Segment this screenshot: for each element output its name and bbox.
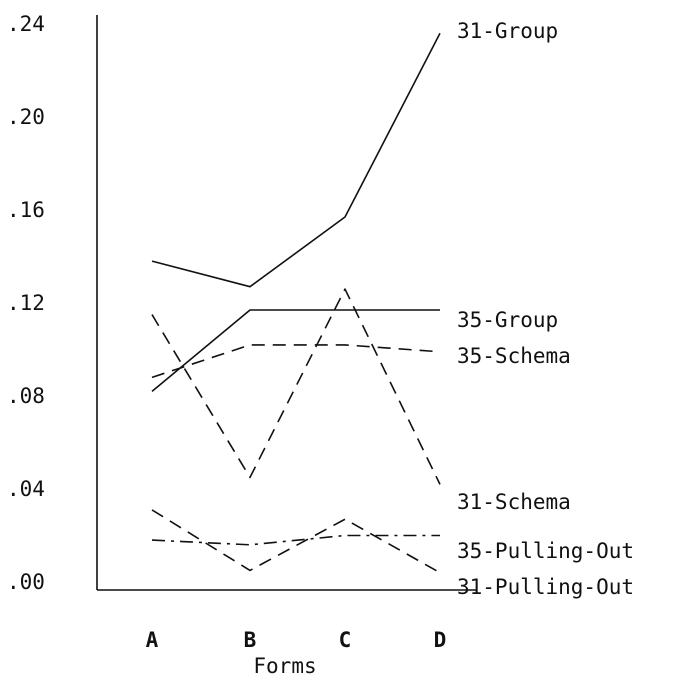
y-tick-label: .12 xyxy=(7,291,45,315)
series-line-35-pulling-out xyxy=(151,534,440,546)
series-lines xyxy=(151,32,441,574)
y-tick-label: .04 xyxy=(7,477,45,501)
series-label-31-pulling-out: 31-Pulling-Out xyxy=(457,575,634,599)
series-line-31-group xyxy=(151,32,441,288)
x-tick-label: C xyxy=(339,628,352,652)
series-line-31-schema xyxy=(151,288,441,485)
series-label-31-schema: 31-Schema xyxy=(457,490,571,514)
series-line-31-pulling-out xyxy=(151,509,441,574)
series-label-35-group: 35-Group xyxy=(457,308,558,332)
series-line-35-group xyxy=(151,309,440,393)
series-line-35-schema xyxy=(151,344,441,379)
x-tick-label: D xyxy=(434,628,447,652)
x-tick-label: A xyxy=(146,628,159,652)
series-labels: 31-Group 35-Group 35-Schema 31-Schema 35-Pul… xyxy=(457,19,634,599)
series-label-31-group: 31-Group xyxy=(457,19,558,43)
x-tick-label: B xyxy=(244,628,257,652)
y-tick-label: .16 xyxy=(7,198,45,222)
x-tick-labels: A B C D xyxy=(146,628,447,652)
series-label-35-schema: 35-Schema xyxy=(457,344,571,368)
series-label-35-pulling-out: 35-Pulling-Out xyxy=(457,539,634,563)
y-tick-labels: .00 .04 .08 .12 .16 .20 .24 xyxy=(7,12,45,594)
y-tick-label: .24 xyxy=(7,12,45,36)
y-tick-label: .00 xyxy=(7,570,45,594)
y-tick-label: .08 xyxy=(7,384,45,408)
y-tick-label: .20 xyxy=(7,105,45,129)
x-axis-title: Forms xyxy=(253,654,316,678)
